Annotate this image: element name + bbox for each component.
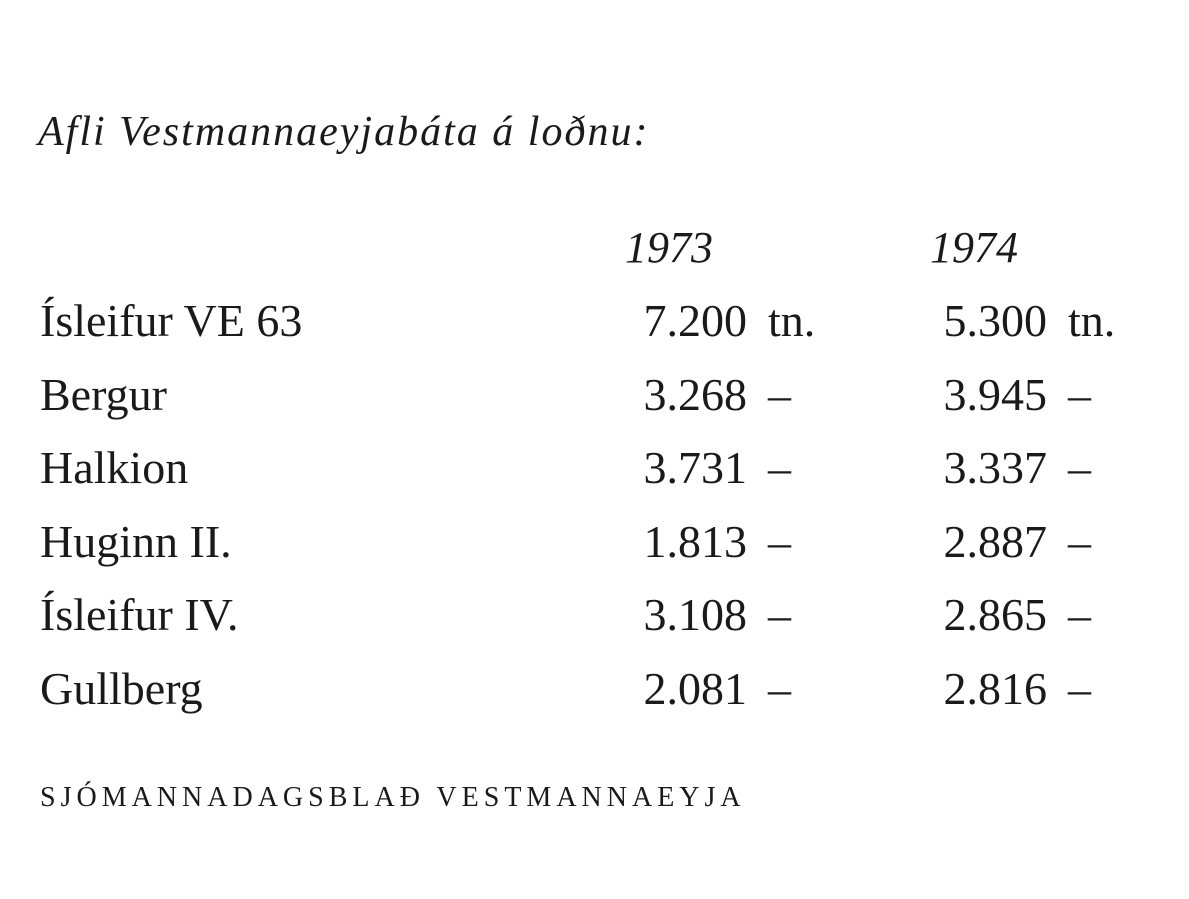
unit-1974: tn. [1068, 295, 1116, 346]
catch-1973: 1.813 [643, 515, 748, 567]
unit-1974: – [1068, 662, 1091, 714]
table-row: Ísleifur IV. 3.108–2.865– [0, 588, 1189, 658]
table-row: Ísleifur VE 63 7.200 tn. 5.300 tn. [0, 294, 1189, 364]
boat-name: Ísleifur VE 63 [40, 295, 303, 346]
catch-1974: 3.337 [943, 442, 1048, 493]
column-header-1973: 1973 [625, 223, 713, 272]
boat-name: Halkion [40, 442, 189, 493]
unit-1973: – [768, 515, 791, 567]
boat-name: Bergur [40, 368, 167, 420]
unit-1973: tn. [768, 295, 816, 346]
table-title: Afli Vestmannaeyjabáta á loðnu: [38, 109, 650, 155]
catch-1973: 3.731 [643, 442, 748, 493]
table-row: Bergur 3.268–3.945– [0, 368, 1189, 438]
catch-1973: 3.268 [643, 368, 748, 420]
catch-1974: 2.816 [943, 662, 1048, 714]
catch-1973: 7.200 [643, 295, 748, 346]
catch-1973: 3.108 [643, 589, 748, 640]
publication-footer: SJÓMANNADAGSBLAÐ VESTMANNAEYJA [40, 782, 746, 813]
unit-1973: – [768, 662, 791, 714]
unit-1973: – [768, 368, 791, 420]
catch-1973: 2.081 [643, 662, 748, 714]
boat-name: Huginn II. [40, 515, 232, 567]
table-row: Halkion 3.731–3.337– [0, 441, 1189, 511]
column-header-1974: 1974 [930, 223, 1018, 272]
unit-1973: – [768, 442, 791, 493]
catch-1974: 2.865 [943, 589, 1048, 640]
catch-1974: 2.887 [943, 515, 1048, 567]
catch-1974: 5.300 [943, 295, 1048, 346]
unit-1974: – [1068, 442, 1091, 493]
table-row: Huginn II. 1.813–2.887– [0, 515, 1189, 585]
boat-name: Gullberg [40, 662, 203, 714]
boat-name: Ísleifur IV. [40, 589, 239, 640]
unit-1974: – [1068, 368, 1091, 420]
catch-1974: 3.945 [943, 368, 1048, 420]
table-row: Gullberg 2.081–2.816– [0, 662, 1189, 732]
unit-1974: – [1068, 589, 1091, 640]
unit-1974: – [1068, 515, 1091, 567]
unit-1973: – [768, 589, 791, 640]
